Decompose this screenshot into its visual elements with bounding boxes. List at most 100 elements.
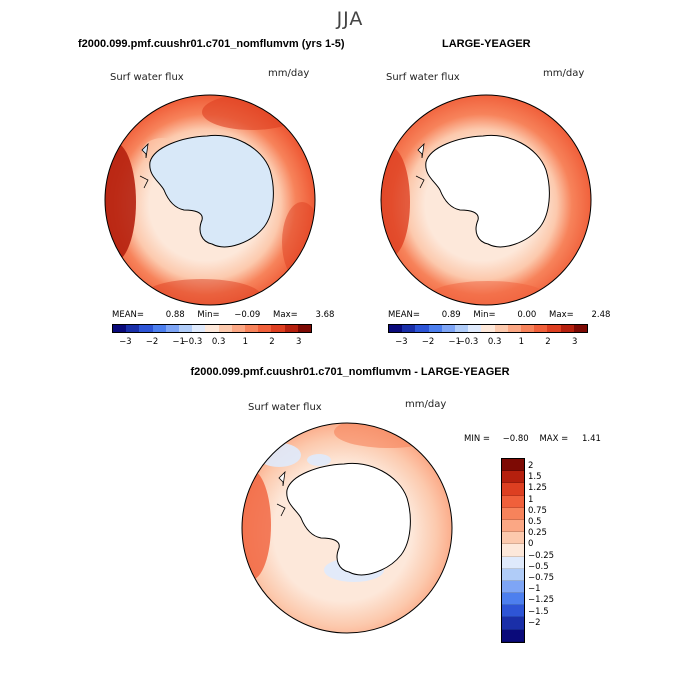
right-mean-value: 0.89 bbox=[441, 310, 461, 320]
diff-colorbar-swatch bbox=[502, 593, 524, 606]
diff-colorbar-swatch bbox=[502, 605, 524, 618]
left-polar-map bbox=[104, 94, 316, 306]
left-colorbar-tick: −3 bbox=[119, 337, 132, 347]
right-colorbar-swatch bbox=[521, 325, 535, 332]
left-min-label: Min= bbox=[197, 310, 220, 320]
diff-colorbar-swatch bbox=[502, 483, 524, 496]
right-max-value: 2.48 bbox=[591, 310, 611, 320]
left-colorbar-swatch bbox=[245, 325, 259, 332]
left-min-value: −0.09 bbox=[234, 310, 261, 320]
left-colorbar-swatch bbox=[205, 325, 219, 332]
right-colorbar-swatch bbox=[560, 325, 574, 332]
right-colorbar-swatch bbox=[507, 325, 522, 332]
right-colorbar-tick: 3 bbox=[571, 337, 578, 347]
left-colorbar-swatch bbox=[258, 325, 272, 332]
diff-colorbar-swatch bbox=[502, 471, 524, 484]
season-title: JJA bbox=[336, 8, 364, 30]
left-colorbar-swatch bbox=[165, 325, 180, 332]
diff-colorbar-label: −0.75 bbox=[528, 573, 555, 583]
diff-min-value: −0.80 bbox=[502, 434, 529, 444]
left-colorbar-swatch bbox=[126, 325, 140, 332]
right-polar-map bbox=[380, 94, 592, 306]
diff-polar-map bbox=[241, 422, 453, 634]
left-colorbar-swatch bbox=[139, 325, 153, 332]
right-colorbar-swatch bbox=[455, 325, 469, 332]
right-colorbar-tick: 2 bbox=[545, 337, 551, 347]
left-colorbar-swatch bbox=[152, 325, 166, 332]
diff-stats: MIN = −0.80 MAX = 1.41 bbox=[464, 434, 601, 444]
right-colorbar-swatch bbox=[481, 325, 495, 332]
right-colorbar-swatch bbox=[402, 325, 416, 332]
left-colorbar-tick: 3 bbox=[295, 337, 302, 347]
diff-colorbar-label: 1.25 bbox=[528, 483, 547, 494]
diff-colorbar-swatch bbox=[502, 544, 524, 557]
left-mean-label: MEAN= bbox=[112, 310, 144, 320]
diff-colorbar-label: −2 bbox=[528, 617, 541, 628]
right-colorbar-swatch bbox=[468, 325, 482, 332]
right-colorbar-tick: 0.3 bbox=[487, 337, 502, 347]
diff-colorbar-label: 0.25 bbox=[528, 528, 547, 539]
diff-panel-title: f2000.099.pmf.cuushr01.c701_nomflumvm - … bbox=[190, 366, 510, 378]
right-min-value: 0.00 bbox=[517, 310, 537, 320]
diff-colorbar bbox=[501, 458, 525, 643]
right-colorbar-ticks: −3 −2 −1 −0.3 0.3 1 2 3 bbox=[388, 337, 588, 349]
diff-colorbar-label: 0.75 bbox=[528, 505, 547, 516]
right-colorbar-swatch bbox=[389, 325, 403, 332]
left-mean-value: 0.88 bbox=[165, 310, 185, 320]
right-max-label: Max= bbox=[549, 310, 574, 320]
right-colorbar-swatch bbox=[494, 325, 508, 332]
left-panel-title: f2000.099.pmf.cuushr01.c701_nomflumvm (y… bbox=[78, 38, 345, 50]
left-colorbar-ticks: −3 −2 −1 −0.3 0.3 1 2 3 bbox=[112, 337, 312, 349]
right-panel-title: LARGE-YEAGER bbox=[442, 38, 531, 50]
diff-colorbar-labels: 2 1.5 1.25 1 0.75 0.5 0.25 0 −0.25 −0.5 −0.75 −1 −1.… bbox=[528, 458, 588, 628]
left-colorbar-tick: −0.3 bbox=[181, 337, 203, 347]
left-colorbar-tick: 0.3 bbox=[211, 337, 226, 347]
left-max-label: Max= bbox=[273, 310, 298, 320]
right-colorbar bbox=[388, 324, 588, 333]
left-colorbar-tick: −2 bbox=[145, 337, 159, 347]
right-colorbar-tick: −3 bbox=[395, 337, 408, 347]
diff-colorbar-label: 0.5 bbox=[528, 517, 542, 527]
left-colorbar-swatch bbox=[271, 325, 285, 332]
diff-colorbar-label: −0.25 bbox=[528, 550, 555, 561]
right-colorbar-tick: −2 bbox=[421, 337, 435, 347]
diff-colorbar-swatch bbox=[502, 629, 524, 642]
right-colorbar-swatch bbox=[441, 325, 456, 332]
right-colorbar-swatch bbox=[534, 325, 548, 332]
left-variable-label: Surf water flux bbox=[110, 72, 184, 83]
diff-colorbar-swatch bbox=[502, 519, 524, 533]
diff-colorbar-swatch bbox=[502, 459, 524, 472]
diff-colorbar-swatch bbox=[502, 507, 524, 520]
diff-max-value: 1.41 bbox=[582, 434, 601, 444]
right-colorbar-swatch bbox=[547, 325, 561, 332]
diff-colorbar-label: 2 bbox=[528, 461, 534, 471]
diff-min-label: MIN = bbox=[464, 434, 491, 444]
diff-colorbar-swatch bbox=[502, 580, 524, 594]
diff-colorbar-label: 0 bbox=[528, 539, 534, 550]
left-units-label: mm/day bbox=[268, 68, 310, 79]
diff-units-label: mm/day bbox=[405, 399, 447, 410]
diff-colorbar-swatch bbox=[502, 617, 524, 630]
right-units-label: mm/day bbox=[543, 68, 585, 79]
diff-colorbar-label: −0.5 bbox=[528, 561, 549, 572]
diff-max-label: MAX = bbox=[539, 434, 569, 444]
left-colorbar-tick: −1 bbox=[172, 337, 185, 347]
diff-variable-label: Surf water flux bbox=[248, 402, 322, 413]
right-variable-label: Surf water flux bbox=[386, 72, 460, 83]
left-colorbar bbox=[112, 324, 312, 333]
left-stats: MEAN= 0.88 Min= −0.09 Max= 3.68 bbox=[112, 310, 334, 320]
right-colorbar-swatch bbox=[428, 325, 442, 332]
diff-colorbar-label: 1 bbox=[528, 494, 534, 505]
diff-colorbar-swatch bbox=[502, 568, 524, 581]
left-max-value: 3.68 bbox=[315, 310, 335, 320]
left-colorbar-swatch bbox=[113, 325, 127, 332]
left-colorbar-swatch bbox=[231, 325, 246, 332]
diff-colorbar-swatch bbox=[502, 556, 524, 569]
left-colorbar-swatch bbox=[179, 325, 193, 332]
left-colorbar-swatch bbox=[218, 325, 232, 332]
right-colorbar-swatch bbox=[573, 325, 588, 332]
diff-colorbar-label: −1.25 bbox=[528, 595, 555, 606]
right-colorbar-tick: −1 bbox=[448, 337, 461, 347]
left-colorbar-swatch bbox=[284, 325, 298, 332]
right-min-label: Min= bbox=[473, 310, 496, 320]
